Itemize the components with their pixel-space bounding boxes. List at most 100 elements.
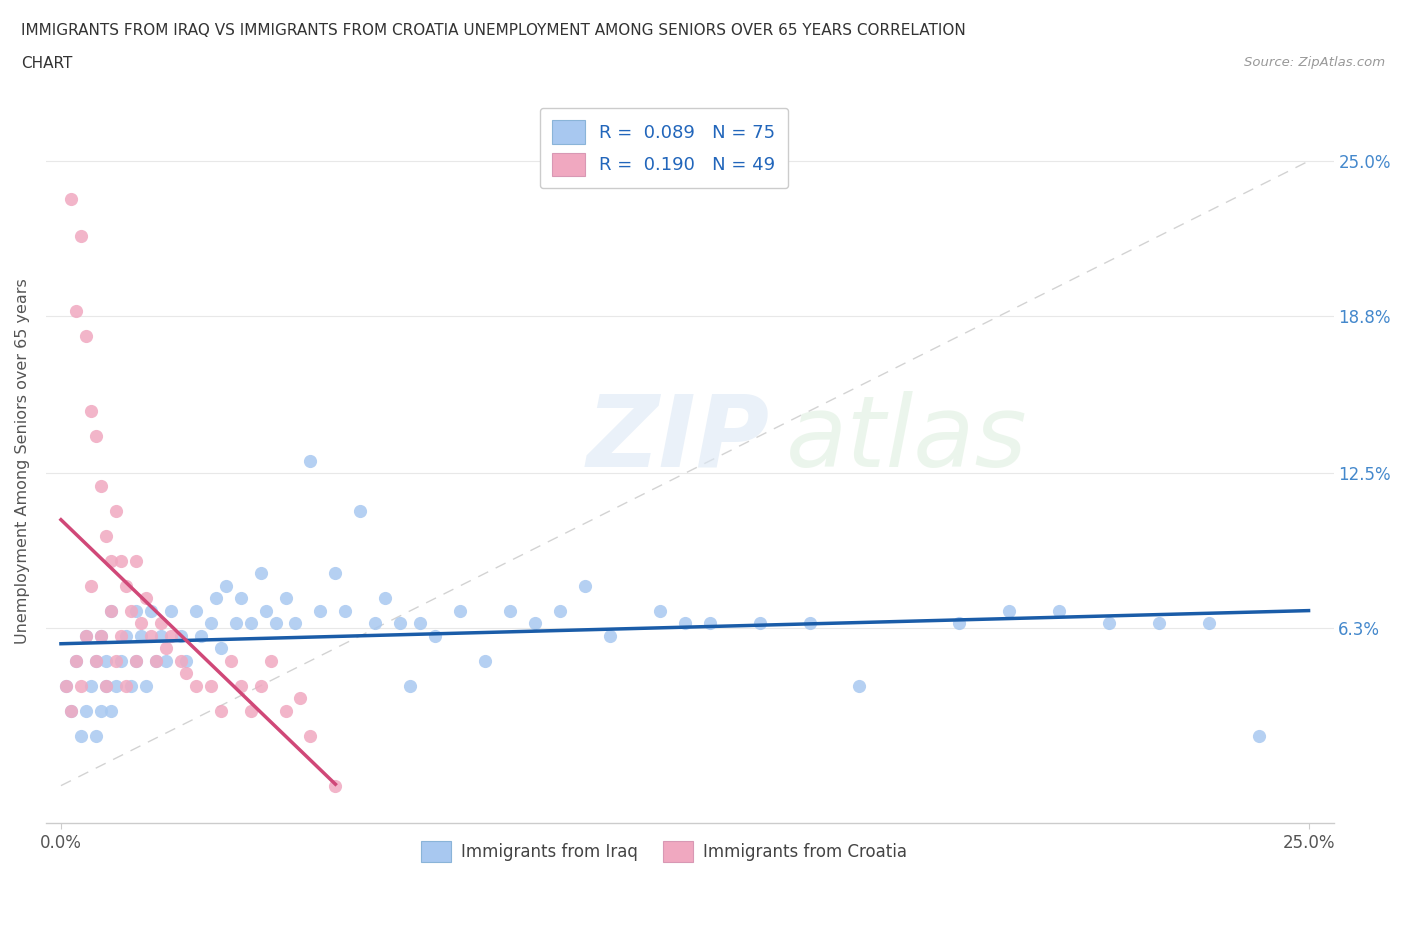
Point: [184, 604, 207, 618]
Point: [335, 604, 357, 618]
Point: [389, 616, 412, 631]
Point: [574, 578, 596, 593]
Point: [190, 629, 212, 644]
Point: [100, 553, 122, 568]
Point: [94, 528, 117, 543]
Point: [299, 728, 322, 743]
Point: [75, 629, 97, 644]
Point: [449, 604, 471, 618]
Point: [998, 604, 1021, 618]
Point: [75, 328, 97, 343]
Point: [129, 629, 152, 644]
Point: [1198, 616, 1220, 631]
Text: Source: ZipAtlas.com: Source: ZipAtlas.com: [1244, 56, 1385, 69]
Point: [599, 629, 621, 644]
Point: [229, 591, 252, 605]
Point: [325, 778, 347, 793]
Point: [239, 703, 262, 718]
Point: [1247, 728, 1270, 743]
Point: [159, 604, 181, 618]
Point: [204, 591, 226, 605]
Point: [249, 678, 271, 693]
Point: [75, 703, 97, 718]
Point: [55, 678, 77, 693]
Point: [848, 678, 870, 693]
Point: [70, 728, 93, 743]
Point: [125, 653, 148, 668]
Point: [325, 565, 347, 580]
Point: [364, 616, 387, 631]
Point: [104, 678, 127, 693]
Point: [274, 703, 297, 718]
Point: [104, 653, 127, 668]
Point: [409, 616, 432, 631]
Point: [159, 629, 181, 644]
Point: [125, 653, 148, 668]
Point: [65, 653, 87, 668]
Point: [90, 629, 112, 644]
Point: [170, 629, 193, 644]
Point: [214, 578, 236, 593]
Point: [114, 678, 136, 693]
Point: [209, 703, 232, 718]
Point: [94, 678, 117, 693]
Point: [254, 604, 277, 618]
Point: [264, 616, 287, 631]
Point: [648, 604, 671, 618]
Point: [239, 616, 262, 631]
Point: [548, 604, 571, 618]
Point: [59, 703, 82, 718]
Point: [174, 666, 197, 681]
Point: [174, 653, 197, 668]
Point: [673, 616, 696, 631]
Point: [65, 653, 87, 668]
Point: [55, 678, 77, 693]
Point: [249, 565, 271, 580]
Point: [110, 629, 132, 644]
Point: [155, 653, 177, 668]
Point: [90, 703, 112, 718]
Point: [75, 629, 97, 644]
Point: [80, 404, 103, 418]
Text: atlas: atlas: [786, 391, 1028, 487]
Point: [1047, 604, 1070, 618]
Point: [155, 641, 177, 656]
Point: [70, 229, 93, 244]
Point: [299, 454, 322, 469]
Point: [84, 653, 107, 668]
Point: [474, 653, 496, 668]
Point: [274, 591, 297, 605]
Point: [229, 678, 252, 693]
Point: [219, 653, 242, 668]
Point: [149, 616, 172, 631]
Point: [100, 604, 122, 618]
Point: [524, 616, 547, 631]
Point: [65, 303, 87, 318]
Point: [135, 678, 157, 693]
Point: [259, 653, 281, 668]
Point: [748, 616, 770, 631]
Text: IMMIGRANTS FROM IRAQ VS IMMIGRANTS FROM CROATIA UNEMPLOYMENT AMONG SENIORS OVER : IMMIGRANTS FROM IRAQ VS IMMIGRANTS FROM …: [21, 23, 966, 38]
Point: [200, 678, 222, 693]
Point: [309, 604, 332, 618]
Point: [290, 691, 312, 706]
Point: [399, 678, 422, 693]
Point: [80, 678, 103, 693]
Point: [799, 616, 821, 631]
Point: [499, 604, 522, 618]
Point: [104, 503, 127, 518]
Point: [145, 653, 167, 668]
Point: [70, 678, 93, 693]
Point: [80, 578, 103, 593]
Legend: Immigrants from Iraq, Immigrants from Croatia: Immigrants from Iraq, Immigrants from Cr…: [415, 834, 914, 870]
Point: [139, 629, 162, 644]
Y-axis label: Unemployment Among Seniors over 65 years: Unemployment Among Seniors over 65 years: [15, 278, 30, 644]
Point: [110, 653, 132, 668]
Point: [120, 604, 142, 618]
Point: [145, 653, 167, 668]
Point: [84, 653, 107, 668]
Point: [135, 591, 157, 605]
Point: [90, 478, 112, 493]
Point: [114, 578, 136, 593]
Point: [90, 629, 112, 644]
